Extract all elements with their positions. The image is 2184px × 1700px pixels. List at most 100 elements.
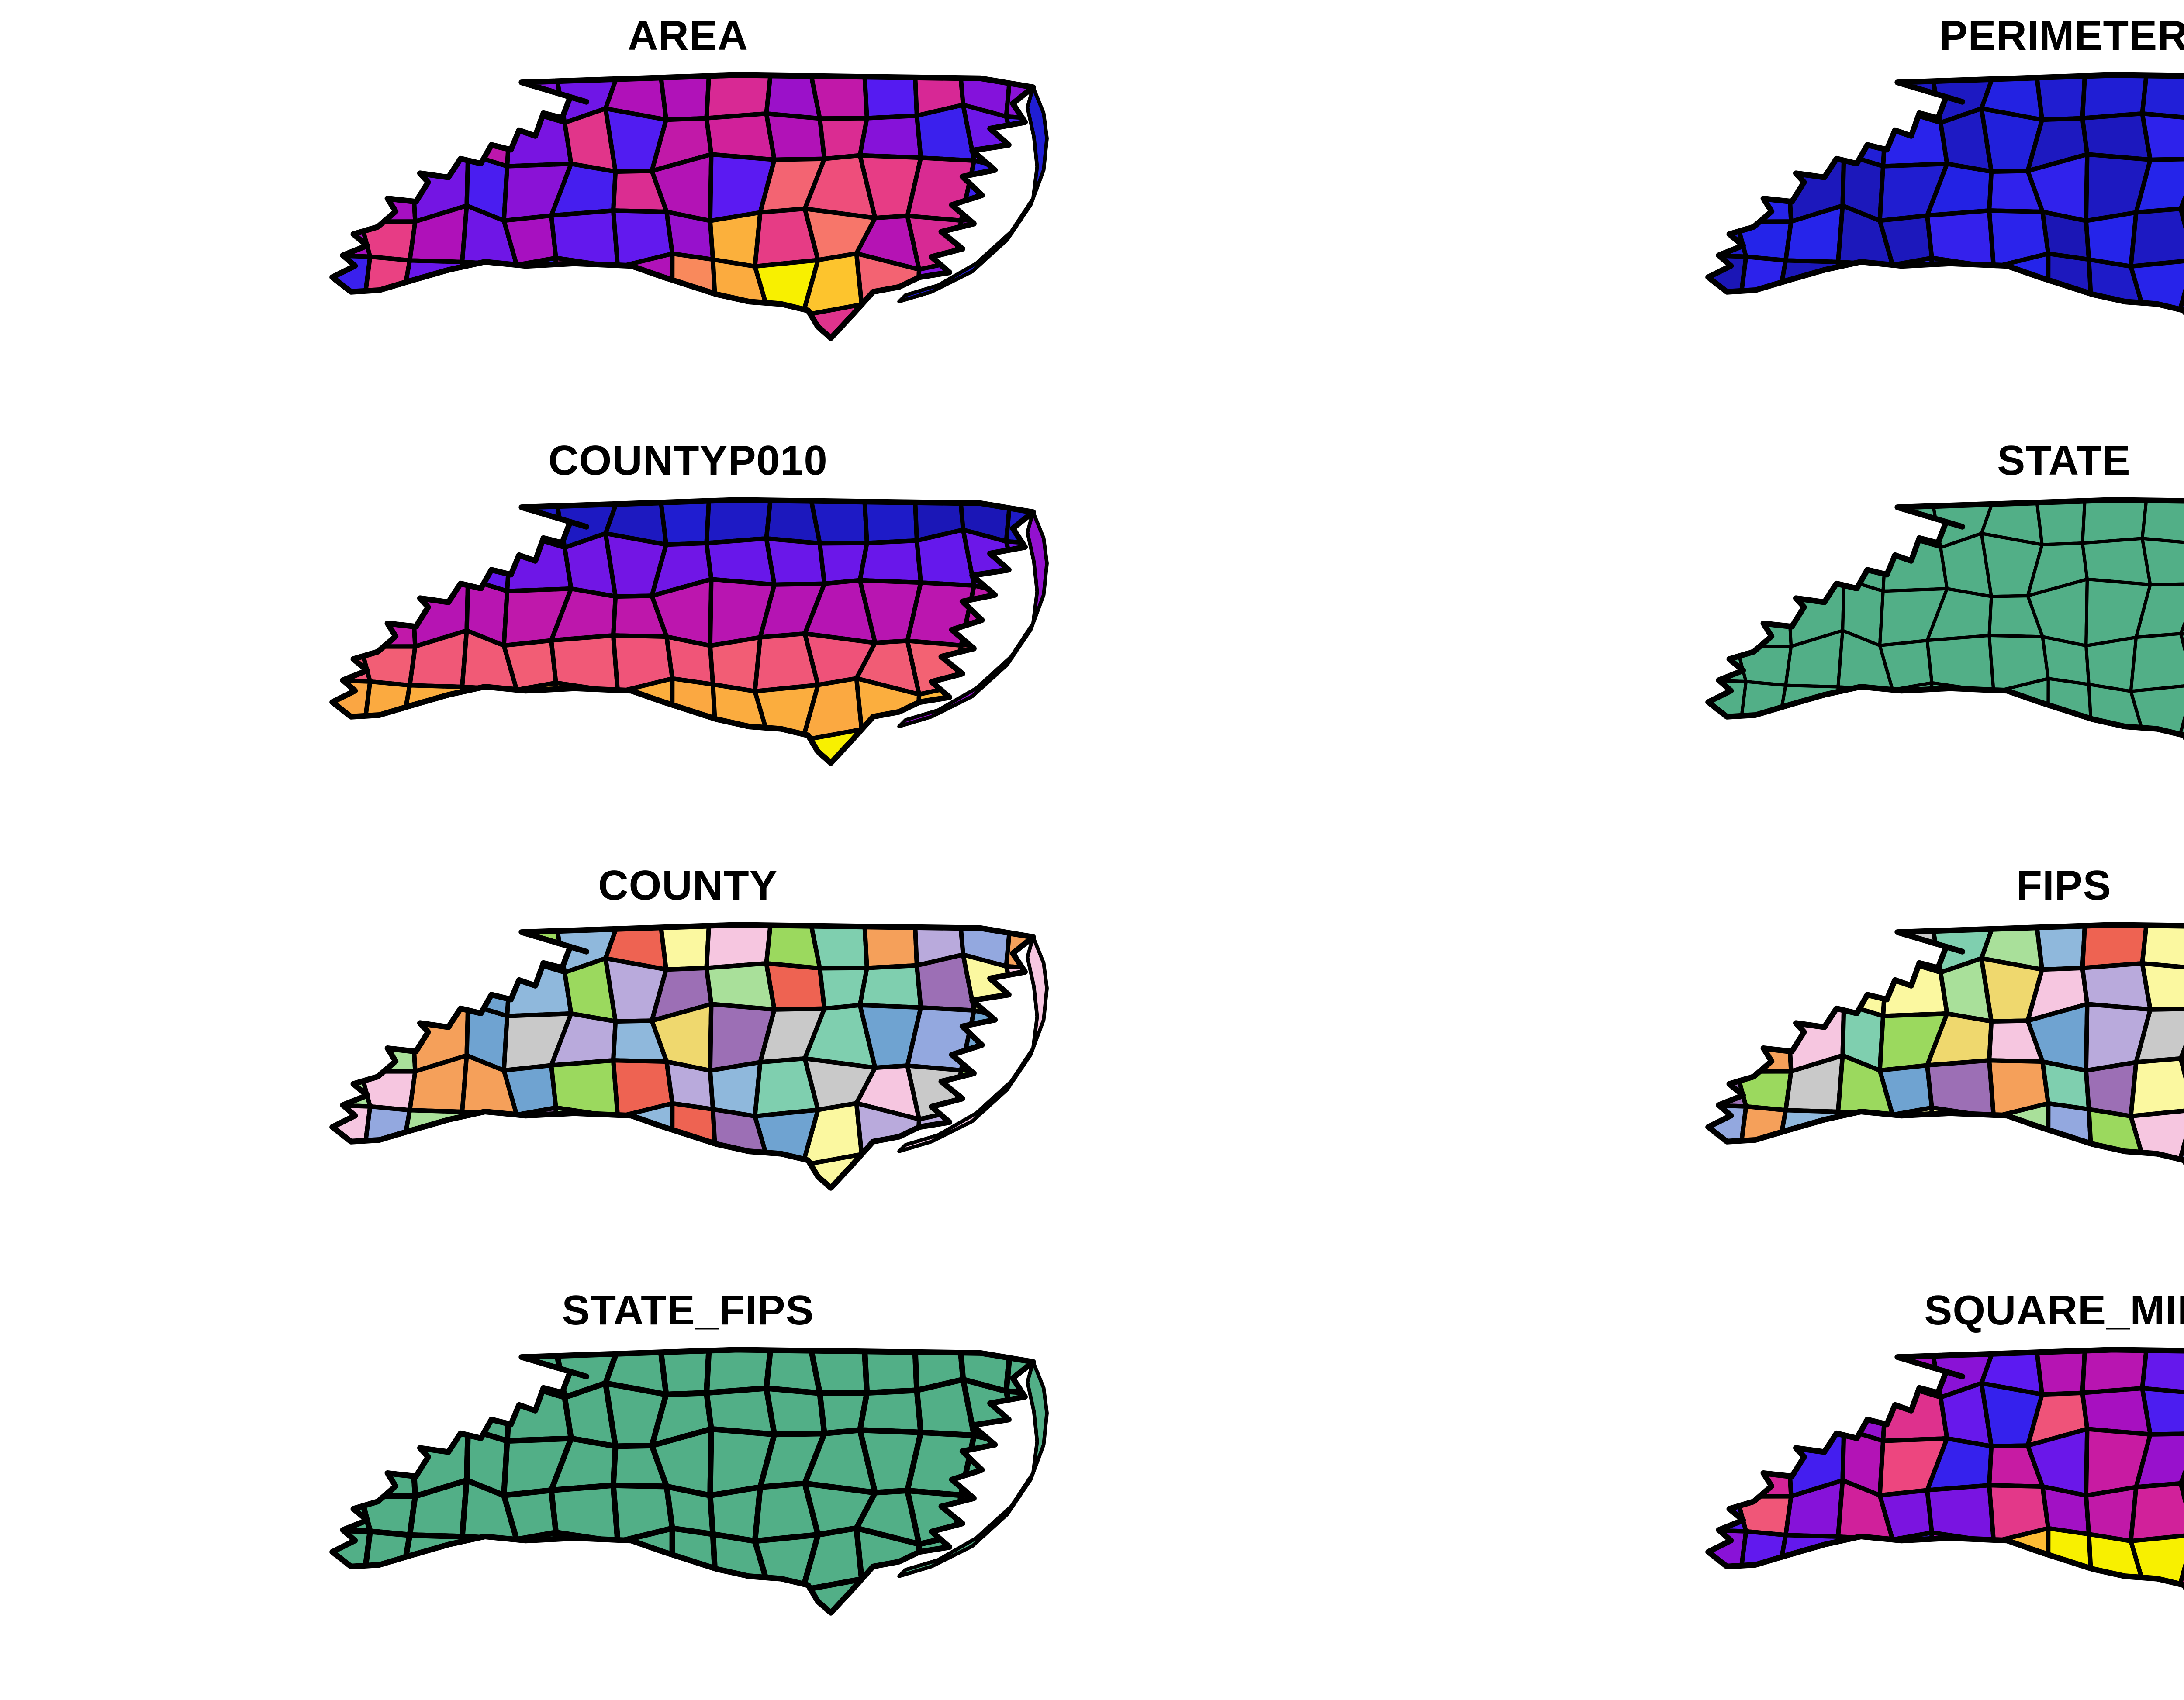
- map-panel-state: STATE: [1393, 432, 2184, 843]
- county-polygon: [404, 1379, 471, 1437]
- map-panel-square-mil: SQUARE_MIL: [1393, 1282, 2184, 1693]
- county-polygon: [904, 1429, 977, 1498]
- county-polygon: [397, 729, 469, 763]
- county-polygon: [1736, 728, 1798, 763]
- panel-title: FIPS: [2016, 862, 2111, 909]
- county-polygon: [1708, 303, 1742, 338]
- county-polygon: [1708, 1153, 1742, 1188]
- panel-title: STATE: [1997, 437, 2131, 484]
- county-polygon: [1780, 1379, 1846, 1436]
- county-polygon: [359, 728, 423, 763]
- county-polygon: [1708, 952, 1749, 1022]
- county-polygon: [404, 75, 469, 112]
- county-polygon: [352, 1349, 423, 1385]
- county-map: [1705, 1347, 2184, 1613]
- county-polygon: [1826, 500, 1889, 536]
- panel-title: STATE_FIPS: [562, 1287, 814, 1334]
- county-polygon: [1980, 729, 2050, 763]
- panel-title: SQUARE_MIL: [1924, 1287, 2184, 1334]
- county-polygon: [1729, 500, 1797, 534]
- county-polygon: [656, 1154, 718, 1188]
- county-polygon: [1928, 738, 1989, 763]
- county-polygon: [850, 1152, 919, 1188]
- county-polygon: [1735, 1578, 1799, 1613]
- county-polygon: [1708, 103, 1749, 172]
- county-polygon: [358, 1377, 415, 1448]
- panel-title: COUNTY: [598, 862, 778, 909]
- county-polygon: [1735, 582, 1793, 648]
- county-polygon: [508, 1587, 577, 1613]
- county-polygon: [332, 1153, 366, 1188]
- county-polygon: [359, 1153, 423, 1188]
- county-polygon: [450, 500, 513, 537]
- county-polygon: [2129, 1481, 2184, 1543]
- county-polygon: [1734, 157, 1794, 224]
- county-polygon: [1002, 1157, 1033, 1188]
- county-polygon: [1001, 1581, 1033, 1613]
- county-polygon: [1781, 530, 1846, 586]
- county-polygon: [1773, 1579, 1845, 1613]
- county-polygon: [604, 304, 675, 338]
- county-polygon: [711, 1575, 775, 1613]
- county-polygon: [332, 1349, 364, 1400]
- county-polygon: [850, 727, 919, 763]
- county-polygon: [1780, 954, 1846, 1011]
- county-polygon: [358, 103, 414, 172]
- county-polygon: [857, 538, 923, 585]
- county-polygon: [2176, 1526, 2184, 1593]
- county-polygon: [1735, 1153, 1799, 1188]
- county-polygon: [850, 302, 919, 338]
- county-map: [1705, 72, 2184, 338]
- county-polygon: [2084, 635, 2138, 693]
- county-polygon: [1708, 924, 1739, 975]
- county-polygon: [1835, 1154, 1892, 1188]
- county-polygon: [1826, 1349, 1889, 1386]
- county-polygon: [1980, 1154, 2051, 1188]
- county-polygon: [1735, 528, 1790, 597]
- county-polygon: [1781, 500, 1844, 536]
- county-polygon: [2140, 75, 2184, 121]
- panel-title: PERIMETER: [1939, 12, 2184, 59]
- county-polygon: [358, 582, 418, 649]
- county-polygon: [2032, 1154, 2094, 1188]
- county-polygon: [460, 1109, 519, 1172]
- county-polygon: [358, 528, 414, 597]
- county-polygon: [712, 300, 774, 338]
- county-polygon: [1002, 632, 1033, 696]
- county-polygon: [397, 1154, 469, 1188]
- county-polygon: [332, 1003, 373, 1074]
- county-polygon: [550, 1587, 614, 1613]
- state-outline: [1705, 922, 2184, 1166]
- county-polygon: [907, 1164, 970, 1188]
- county-polygon: [358, 157, 418, 224]
- map-panel-county: COUNTY: [17, 857, 1358, 1268]
- county-polygon: [450, 75, 513, 112]
- county-polygon: [358, 952, 414, 1022]
- county-fill-layer: [1708, 75, 2184, 338]
- county-polygon: [1885, 738, 1951, 763]
- county-polygon: [1884, 1587, 1952, 1613]
- county-polygon: [449, 1349, 514, 1387]
- county-polygon: [953, 1107, 1007, 1169]
- state-outline: [329, 1347, 1036, 1616]
- county-polygon: [712, 725, 774, 763]
- county-polygon: [1734, 1431, 1794, 1499]
- county-polygon: [1826, 75, 1889, 112]
- county-polygon: [459, 1579, 517, 1613]
- county-polygon: [2032, 304, 2094, 338]
- county-polygon: [332, 153, 373, 224]
- county-polygon: [1927, 1587, 1989, 1613]
- map-panel-perimeter: PERIMETER: [1393, 7, 2184, 418]
- county-polygon: [764, 111, 827, 162]
- county-polygon: [1773, 304, 1845, 338]
- county-polygon: [459, 1534, 520, 1598]
- county-polygon: [2032, 729, 2094, 763]
- county-polygon: [1002, 257, 1033, 318]
- county-polygon: [2080, 537, 2152, 586]
- county-polygon: [857, 113, 923, 160]
- county-polygon: [1001, 1531, 1033, 1593]
- map-panel-countyp010: COUNTYP010: [17, 432, 1358, 843]
- county-map: [329, 922, 1049, 1191]
- county-polygon: [1884, 313, 1952, 338]
